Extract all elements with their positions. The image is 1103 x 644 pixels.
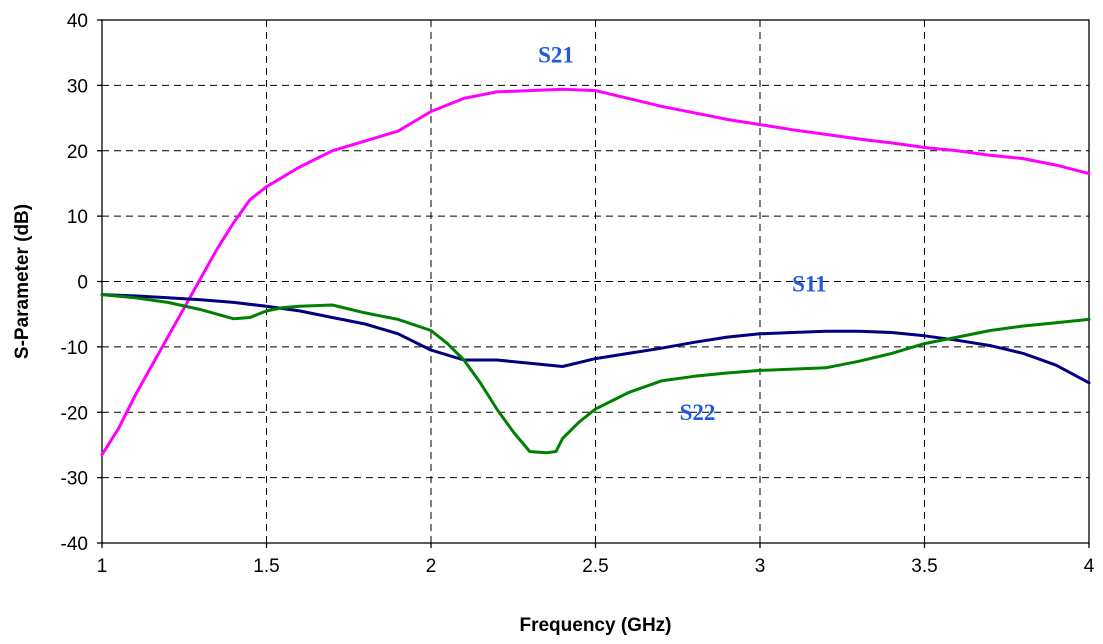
y-tick-label: 40	[67, 11, 88, 32]
y-tick-label: 0	[77, 273, 88, 294]
x-axis-title: Frequency (GHz)	[519, 615, 671, 636]
x-tick-label: 2	[426, 556, 437, 577]
grid	[97, 19, 1090, 548]
x-tick-label: 3	[755, 556, 766, 577]
y-tick-label: -20	[61, 403, 88, 424]
y-tick-label: 10	[67, 207, 88, 228]
y-tick-label: -30	[61, 469, 88, 490]
y-tick-labels: -40 -30 -20 -10 0 10 20 30 40	[61, 11, 88, 555]
x-tick-label: 3.5	[911, 556, 937, 577]
label-s21: S21	[538, 42, 574, 67]
series-line-s11	[100, 293, 1091, 385]
y-tick-label: 30	[67, 76, 88, 97]
x-tick-label: 1.5	[253, 556, 279, 577]
plot-area-frame	[101, 19, 1090, 544]
x-tick-labels: 1 1.5 2 2.5 3 3.5 4	[97, 556, 1095, 577]
series-line-s21	[100, 87, 1091, 457]
label-s11: S11	[792, 271, 827, 296]
series-annotations: S21 S11 S22	[538, 42, 826, 425]
label-s22: S22	[680, 400, 716, 425]
y-axis-title: S-Parameter (dB)	[12, 204, 33, 359]
x-tick-label: 1	[97, 556, 108, 577]
x-tick-label: 2.5	[582, 556, 608, 577]
y-tick-label: -10	[61, 338, 88, 359]
series-line-s22	[100, 293, 1091, 455]
y-tick-label: 20	[67, 142, 88, 163]
series-lines	[100, 87, 1091, 457]
y-tick-label: -40	[61, 534, 88, 555]
x-tick-label: 4	[1084, 556, 1095, 577]
